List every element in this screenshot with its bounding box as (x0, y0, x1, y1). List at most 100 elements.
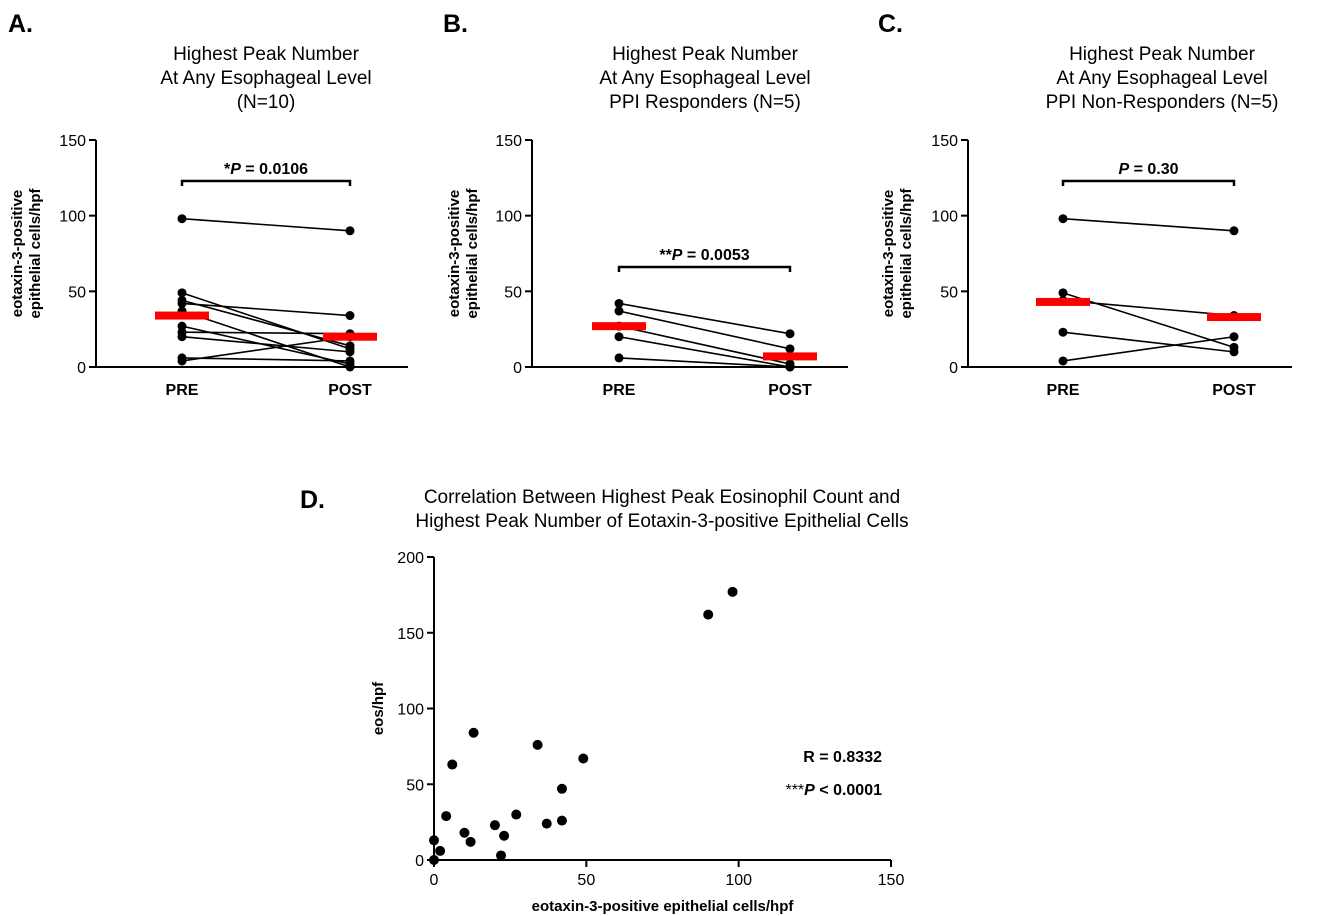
x-tick-label: 100 (725, 872, 752, 889)
y-axis-label: eotaxin-3-positive (446, 190, 463, 318)
post-point (345, 356, 355, 366)
pre-point (614, 306, 624, 316)
y-tick-label: 200 (397, 550, 424, 567)
chart-title-line: PPI Non-Responders (N=5) (1046, 92, 1279, 113)
y-axis-label: epithelial cells/hpf (464, 187, 481, 318)
pre-point (177, 356, 187, 366)
pre-point (614, 298, 624, 308)
pre-mean-bar (155, 311, 209, 320)
post-mean-bar (763, 352, 817, 361)
pair-line (1062, 331, 1235, 353)
y-tick-label: 50 (940, 284, 958, 301)
post-point (1229, 226, 1239, 236)
x-category-label: PRE (166, 382, 199, 399)
pre-point (1058, 327, 1068, 337)
scatter-point (459, 827, 470, 838)
pre-mean-bar (1036, 297, 1090, 306)
pair-line (618, 310, 791, 350)
pre-point (1058, 214, 1068, 224)
correlation-p-label: ***P < 0.0001 (785, 782, 882, 799)
chart-title-line: At Any Esophageal Level (160, 68, 371, 89)
scatter-point (468, 727, 479, 738)
panel-letter: C. (878, 10, 903, 38)
pair-line (618, 335, 791, 368)
x-axis-label: eotaxin-3-positive epithelial cells/hpf (532, 898, 795, 915)
pair-line (181, 217, 351, 232)
chart-title-line: Correlation Between Highest Peak Eosinop… (424, 487, 900, 508)
pair-line (181, 299, 351, 347)
y-tick-label: 150 (495, 133, 522, 150)
post-mean-bar (323, 332, 377, 341)
y-axis-label: eotaxin-3-positive (880, 190, 897, 318)
x-category-label: POST (328, 382, 372, 399)
pre-point (177, 214, 187, 224)
pair-line (1062, 335, 1235, 362)
x-category-label: PRE (1047, 382, 1080, 399)
post-point (345, 226, 355, 236)
y-tick-label: 50 (68, 284, 86, 301)
pair-line (181, 335, 351, 362)
scatter-point (496, 850, 507, 861)
scatter-point (465, 836, 476, 847)
pair-line (181, 335, 351, 353)
scatter-point (556, 783, 567, 794)
significance-bracket (1061, 179, 1236, 186)
x-tick-label: 150 (878, 872, 905, 889)
pair-line (181, 292, 351, 350)
chart-title-line: Highest Peak Number (1069, 44, 1256, 65)
significance-label: **P = 0.0053 (659, 247, 749, 264)
pair-line (181, 302, 351, 317)
significance-bracket (617, 265, 792, 272)
chart-title-line: At Any Esophageal Level (599, 68, 810, 89)
significance-label: *P = 0.0106 (224, 161, 308, 178)
y-tick-label: 0 (77, 360, 86, 377)
scatter-point (541, 818, 552, 829)
pair-line (618, 302, 791, 335)
y-tick-label: 50 (406, 777, 424, 794)
x-category-label: PRE (603, 382, 636, 399)
x-tick-label: 50 (577, 872, 595, 889)
post-point (785, 329, 795, 339)
panel-letter: B. (443, 10, 468, 38)
y-axis-label: eos/hpf (370, 681, 387, 735)
scatter-point (511, 809, 522, 820)
y-axis-label: epithelial cells/hpf (898, 187, 915, 318)
panel-letter: D. (300, 486, 325, 514)
y-tick-label: 150 (931, 133, 958, 150)
pair-line (181, 331, 351, 335)
significance-bracket (180, 179, 352, 186)
pre-point (1058, 288, 1068, 298)
pre-point (1058, 356, 1068, 366)
scatter-point (556, 815, 567, 826)
pre-point (614, 353, 624, 363)
pair-line (1062, 299, 1235, 317)
post-point (1229, 347, 1239, 357)
x-category-label: POST (768, 382, 812, 399)
y-tick-label: 0 (949, 360, 958, 377)
significance-label: P = 0.30 (1118, 161, 1178, 178)
scatter-point (429, 835, 439, 846)
chart-title-line: Highest Peak Number (173, 44, 360, 65)
scatter-point (441, 811, 452, 822)
y-tick-label: 100 (495, 209, 522, 226)
post-point (785, 344, 795, 354)
chart-title-line: At Any Esophageal Level (1056, 68, 1267, 89)
pair-line (181, 357, 351, 362)
scatter-point (435, 845, 446, 856)
scatter-point (429, 855, 439, 865)
pair-line (618, 357, 791, 368)
y-axis-label: epithelial cells/hpf (27, 187, 44, 318)
post-mean-bar (1207, 313, 1261, 322)
pair-line (1062, 217, 1235, 232)
chart-title-line: Highest Peak Number of Eotaxin-3-positiv… (415, 511, 908, 532)
correlation-r-label: R = 0.8332 (803, 749, 882, 766)
pre-point (177, 332, 187, 342)
panel-letter: A. (8, 10, 33, 38)
y-tick-label: 100 (59, 209, 86, 226)
scatter-point (499, 830, 510, 841)
y-tick-label: 100 (397, 702, 424, 719)
scatter-point (489, 820, 500, 831)
scatter-point (532, 739, 543, 750)
pre-point (177, 288, 187, 298)
